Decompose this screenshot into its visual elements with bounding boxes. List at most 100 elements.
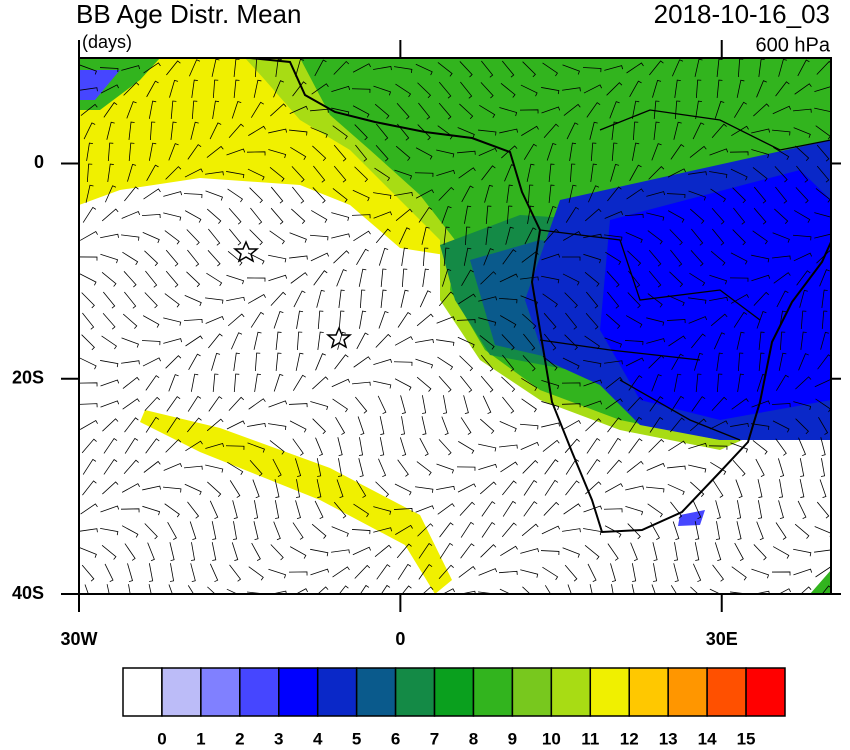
wind-barb	[436, 149, 455, 158]
wind-barb	[670, 395, 685, 412]
wind-barb	[332, 125, 348, 140]
wind-barb	[800, 331, 807, 350]
wind-barb	[226, 274, 245, 285]
wind-barb	[752, 230, 768, 245]
wind-barb	[268, 400, 288, 408]
wind-barb	[710, 250, 726, 266]
wind-barb	[648, 166, 665, 180]
wind-barb	[229, 564, 242, 582]
wind-barb	[100, 505, 120, 513]
wind-barb	[187, 144, 202, 160]
wind-barb	[233, 373, 240, 393]
wind-barb	[163, 191, 183, 197]
wind-barb	[209, 500, 219, 520]
wind-barb	[564, 438, 580, 454]
wind-barb	[248, 566, 264, 581]
wind-barb	[774, 208, 789, 224]
wind-barb	[484, 184, 494, 203]
wind-barb	[226, 296, 245, 302]
wind-barb	[478, 317, 497, 326]
wind-barb	[205, 442, 225, 449]
wind-barb	[81, 438, 97, 454]
wind-barb	[629, 164, 642, 182]
wind-barb	[794, 210, 811, 223]
wind-barb	[399, 437, 407, 457]
wind-barb	[295, 500, 301, 520]
wind-barb	[458, 293, 476, 305]
wind-barb	[776, 374, 789, 391]
wind-barb	[316, 479, 322, 498]
wind-barb	[79, 547, 97, 558]
wind-barb	[458, 167, 476, 179]
wind-barb	[794, 83, 812, 95]
wind-barb	[499, 273, 519, 283]
wind-barb	[79, 357, 97, 370]
wind-barb	[289, 420, 307, 433]
wind-barb	[460, 521, 475, 538]
wind-barb	[352, 381, 371, 386]
wind-barb	[652, 79, 662, 98]
wind-barb	[337, 437, 343, 456]
wind-barb	[712, 480, 724, 498]
wind-barb	[457, 483, 477, 493]
wind-barb	[732, 229, 746, 246]
wind-barb	[359, 310, 367, 329]
wind-barb	[100, 528, 119, 536]
wind-barb	[254, 373, 262, 392]
star-marker	[325, 326, 353, 349]
wind-barb	[289, 129, 308, 136]
wind-barb	[819, 269, 830, 287]
wind-barb	[375, 481, 390, 498]
wind-barb	[461, 185, 474, 203]
wind-barb	[394, 336, 413, 346]
wind-barb	[414, 172, 434, 177]
wind-barb	[436, 339, 455, 346]
wind-barb	[333, 501, 347, 519]
wind-barb	[441, 206, 452, 224]
wind-barb	[415, 338, 434, 344]
colorbar-box	[706, 667, 747, 717]
wind-barb	[501, 60, 515, 78]
wind-barb	[231, 100, 242, 119]
wind-barb	[820, 458, 826, 477]
wind-barb	[187, 395, 202, 412]
wind-barb	[380, 289, 387, 308]
wind-barb	[716, 373, 723, 393]
wind-barb	[352, 546, 372, 556]
wind-barb	[190, 563, 196, 583]
wind-barb	[122, 376, 140, 389]
time: 2018-10-16_03	[654, 0, 830, 29]
wind-barb	[191, 79, 198, 98]
wind-barb	[584, 544, 600, 560]
wind-barb	[464, 205, 472, 224]
wind-barb	[501, 522, 517, 538]
wind-barb	[437, 503, 455, 515]
wind-barb	[312, 187, 326, 204]
wind-barb	[443, 247, 450, 266]
wind-barb	[268, 254, 287, 263]
wind-barb	[226, 171, 245, 179]
wind-barb	[757, 500, 763, 519]
wind-barb	[254, 352, 261, 372]
wind-barb	[248, 125, 266, 136]
wind-barb	[483, 248, 494, 266]
wind-barb	[225, 445, 245, 450]
wind-barb	[79, 256, 98, 261]
wind-barb	[416, 313, 434, 327]
wind-barb	[211, 58, 220, 77]
wind-barb	[104, 185, 117, 203]
wind-barb	[250, 311, 265, 328]
map-field	[79, 58, 831, 594]
wind-barb	[583, 505, 603, 513]
wind-barb	[649, 416, 664, 433]
wind-barb	[103, 459, 118, 475]
wind-barb	[567, 584, 572, 594]
wind-barb	[753, 207, 767, 225]
wind-barb	[688, 316, 708, 324]
wind-barb	[314, 59, 327, 77]
wind-barb	[376, 564, 391, 580]
wind-barb	[670, 501, 683, 519]
colorbar-label: 8	[469, 729, 478, 748]
wind-barb	[527, 205, 535, 224]
wind-barb	[732, 460, 746, 477]
